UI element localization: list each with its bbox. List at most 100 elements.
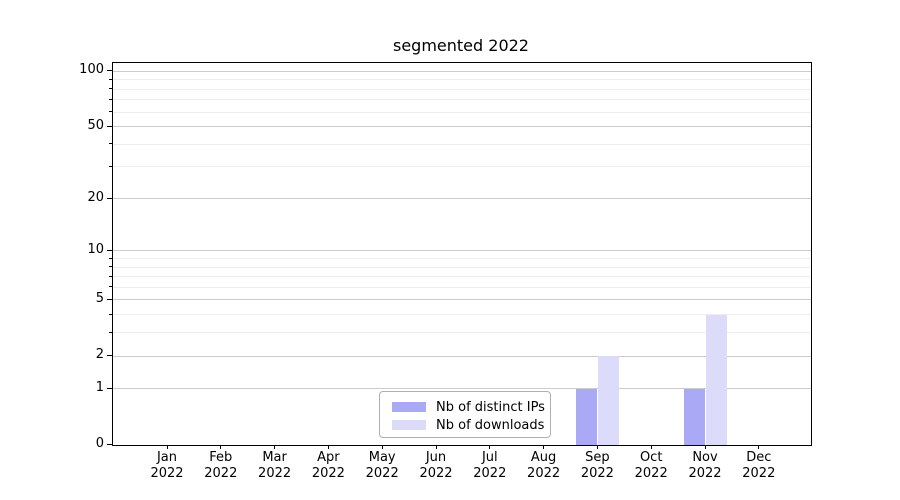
x-tick-label: Jun 2022	[404, 450, 468, 482]
legend-label-distinct-ips: Nb of distinct IPs	[436, 399, 545, 415]
x-tick-month: Nov	[692, 450, 718, 465]
x-tick-year: 2022	[473, 466, 507, 481]
x-axis-tick	[489, 445, 491, 449]
x-axis-tick	[274, 445, 276, 449]
x-tick-year: 2022	[311, 466, 345, 481]
x-tick-month: Sep	[585, 450, 610, 465]
y-axis-major-tick	[107, 249, 112, 251]
x-tick-month: Jul	[481, 450, 498, 465]
x-tick-label: Jan 2022	[135, 450, 199, 482]
x-axis-tick	[650, 445, 652, 449]
x-tick-year: 2022	[204, 466, 238, 481]
gridline-major	[113, 355, 811, 357]
x-tick-month: Jun	[425, 450, 447, 465]
x-tick-label: Mar 2022	[243, 450, 307, 482]
gridline-minor	[113, 258, 811, 260]
legend: Nb of distinct IPs Nb of downloads	[379, 391, 551, 438]
plot-area	[112, 62, 812, 446]
y-tick-label: 5	[95, 290, 104, 306]
bar-downloads	[706, 314, 727, 445]
x-tick-month: Mar	[262, 450, 287, 465]
y-axis-minor-tick	[109, 313, 112, 315]
y-axis-minor-tick	[109, 98, 112, 100]
gridline-major	[113, 388, 811, 390]
y-axis-minor-tick	[109, 88, 112, 90]
gridline-major	[113, 250, 811, 252]
y-axis-minor-tick	[109, 331, 112, 333]
x-tick-year: 2022	[634, 466, 668, 481]
x-tick-month: Dec	[746, 450, 772, 465]
x-axis-tick	[220, 445, 222, 449]
x-tick-label: Oct 2022	[619, 450, 683, 482]
bar-distinct-ips	[576, 388, 598, 445]
y-tick-label: 100	[79, 62, 104, 78]
gridline-major	[113, 299, 811, 301]
x-tick-label: Nov 2022	[673, 450, 737, 482]
gridline-minor	[113, 79, 811, 81]
x-axis-tick	[381, 445, 383, 449]
x-tick-month: Aug	[530, 450, 557, 465]
x-tick-label: Jul 2022	[458, 450, 522, 482]
y-axis-minor-tick	[109, 266, 112, 268]
legend-item-downloads: Nb of downloads	[392, 416, 550, 434]
y-axis-minor-tick	[109, 111, 112, 113]
x-tick-month: May	[368, 450, 396, 465]
x-tick-month: Feb	[209, 450, 233, 465]
gridline-minor	[113, 286, 811, 288]
x-tick-year: 2022	[688, 466, 722, 481]
x-axis-tick	[435, 445, 437, 449]
gridline-minor	[113, 276, 811, 278]
x-axis-tick	[327, 445, 329, 449]
y-axis-major-tick	[107, 197, 112, 199]
x-tick-label: Feb 2022	[189, 450, 253, 482]
y-axis-major-tick	[107, 355, 112, 357]
y-axis-minor-tick	[109, 286, 112, 288]
x-tick-label: May 2022	[350, 450, 414, 482]
y-tick-label: 2	[95, 347, 104, 363]
gridline-minor	[113, 99, 811, 101]
y-tick-label: 1	[95, 379, 104, 395]
gridline-major	[113, 126, 811, 128]
y-axis-minor-tick	[109, 275, 112, 277]
legend-swatch-downloads	[392, 420, 426, 430]
gridline-minor	[113, 266, 811, 268]
x-axis-tick	[596, 445, 598, 449]
y-axis-major-tick	[107, 298, 112, 300]
gridline-minor	[113, 88, 811, 90]
y-axis-minor-tick	[109, 78, 112, 80]
x-tick-year: 2022	[580, 466, 614, 481]
x-tick-year: 2022	[527, 466, 561, 481]
x-tick-label: Aug 2022	[512, 450, 576, 482]
bar-downloads	[598, 356, 620, 445]
gridline-minor	[113, 111, 811, 113]
x-tick-year: 2022	[742, 466, 776, 481]
y-axis-major-tick	[107, 70, 112, 72]
x-tick-year: 2022	[365, 466, 399, 481]
y-tick-label: 20	[87, 189, 104, 205]
y-axis-major-tick	[107, 125, 112, 127]
gridline-major	[113, 70, 811, 72]
x-tick-month: Apr	[317, 450, 340, 465]
y-tick-label: 10	[87, 241, 104, 257]
x-tick-year: 2022	[419, 466, 453, 481]
x-tick-label: Sep 2022	[565, 450, 629, 482]
gridline-minor	[113, 314, 811, 316]
y-tick-label: 50	[87, 117, 104, 133]
x-axis-tick	[543, 445, 545, 449]
bar-distinct-ips	[684, 388, 705, 445]
x-axis-tick	[704, 445, 706, 449]
chart-title: segmented 2022	[393, 36, 529, 55]
y-tick-label: 0	[95, 436, 104, 451]
gridline-major	[113, 198, 811, 200]
x-tick-label: Apr 2022	[296, 450, 360, 482]
y-axis-minor-tick	[109, 143, 112, 145]
x-tick-year: 2022	[258, 466, 292, 481]
y-axis-minor-tick	[109, 257, 112, 259]
legend-item-distinct-ips: Nb of distinct IPs	[392, 398, 550, 416]
gridline-minor	[113, 166, 811, 168]
x-tick-label: Dec 2022	[727, 450, 791, 482]
y-axis-minor-tick	[109, 165, 112, 167]
x-tick-year: 2022	[150, 466, 184, 481]
y-axis-major-tick	[107, 387, 112, 389]
